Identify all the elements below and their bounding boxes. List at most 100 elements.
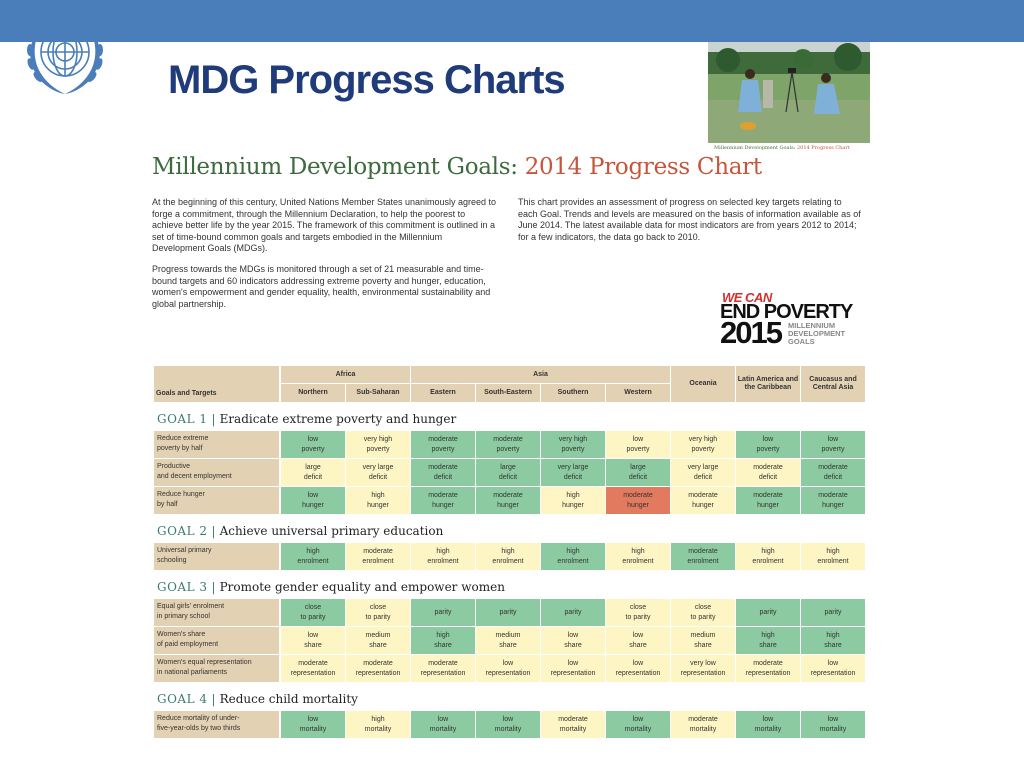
status-cell: high enrolment	[801, 543, 865, 570]
status-cell: low poverty	[736, 431, 800, 458]
status-cell: low mortality	[606, 711, 670, 738]
target-label: Reduce extreme poverty by half	[154, 431, 279, 458]
intro-paragraph-3: This chart provides an assessment of pro…	[518, 197, 861, 242]
status-cell: moderate poverty	[476, 431, 540, 458]
photo-caption-part1: Millennium Development Goals:	[714, 145, 796, 151]
status-cell: low mortality	[476, 711, 540, 738]
status-cell: high hunger	[541, 487, 605, 514]
photo-caption: Millennium Development Goals: 2014 Progr…	[714, 145, 864, 151]
status-cell: low share	[281, 627, 345, 654]
status-cell: very large deficit	[346, 459, 410, 486]
goal-header: GOAL 1 | Eradicate extreme poverty and hun…	[157, 412, 456, 426]
goal-header: GOAL 3 | Promote gender equality and empow…	[157, 580, 505, 594]
goals-targets-header: Goals and Targets	[154, 366, 279, 402]
status-cell: very large deficit	[541, 459, 605, 486]
status-cell: moderate deficit	[411, 459, 475, 486]
status-cell: medium share	[476, 627, 540, 654]
status-cell: close to parity	[606, 599, 670, 626]
status-cell: high share	[411, 627, 475, 654]
status-cell: close to parity	[281, 599, 345, 626]
status-cell: moderate hunger	[736, 487, 800, 514]
goal-header: GOAL 4 | Reduce child mortality	[157, 692, 358, 706]
goal-separator: |	[211, 692, 216, 706]
goal-title: Achieve universal primary education	[219, 524, 444, 538]
mdg-line-1: MILLENNIUM	[788, 321, 836, 330]
region-header: Northern	[281, 384, 345, 402]
document-title-part1: Millennium Development Goals:	[152, 154, 518, 180]
status-cell: low mortality	[736, 711, 800, 738]
status-cell: parity	[411, 599, 475, 626]
status-cell: parity	[541, 599, 605, 626]
status-cell: moderate representation	[281, 655, 345, 682]
region-header: Oceania	[671, 366, 735, 402]
status-cell: large deficit	[606, 459, 670, 486]
status-cell: moderate poverty	[411, 431, 475, 458]
status-cell: large deficit	[281, 459, 345, 486]
status-cell: moderate enrolment	[346, 543, 410, 570]
status-cell: high enrolment	[541, 543, 605, 570]
status-cell: low poverty	[801, 431, 865, 458]
asia-group-header: Asia	[411, 366, 670, 383]
status-cell: very high poverty	[346, 431, 410, 458]
status-cell: low representation	[476, 655, 540, 682]
status-cell: high mortality	[346, 711, 410, 738]
end-poverty-year: 2015	[720, 315, 783, 350]
status-cell: high enrolment	[476, 543, 540, 570]
photo-caption-part2: 2014 Progress Chart	[796, 145, 850, 151]
status-cell: low representation	[801, 655, 865, 682]
status-cell: moderate hunger	[411, 487, 475, 514]
status-cell: moderate hunger	[606, 487, 670, 514]
status-cell: medium share	[671, 627, 735, 654]
target-label: Reduce hunger by half	[154, 487, 279, 514]
goal-header: GOAL 2 | Achieve universal primary educati…	[157, 524, 443, 538]
status-cell: high enrolment	[281, 543, 345, 570]
top-bar	[0, 0, 1024, 42]
mdg-line-3: GOALS	[788, 337, 815, 346]
status-cell: low poverty	[281, 431, 345, 458]
region-header: South-Eastern	[476, 384, 540, 402]
status-cell: moderate mortality	[541, 711, 605, 738]
region-header: Western	[606, 384, 670, 402]
status-cell: moderate deficit	[736, 459, 800, 486]
goal-title: Reduce child mortality	[219, 692, 358, 706]
intro-paragraph-1: At the beginning of this century, United…	[152, 197, 497, 254]
status-cell: parity	[801, 599, 865, 626]
slide-title: MDG Progress Charts	[168, 58, 566, 102]
goal-number: GOAL 4	[157, 692, 208, 706]
target-label: Reduce mortality of under- five-year-old…	[154, 711, 279, 738]
intro-paragraph-2: Progress towards the MDGs is monitored t…	[152, 264, 491, 309]
status-cell: very high poverty	[671, 431, 735, 458]
document-title-part2: 2014 Progress Chart	[524, 154, 762, 180]
status-cell: low hunger	[281, 487, 345, 514]
target-label: Women's equal representation in national…	[154, 655, 279, 682]
status-cell: moderate representation	[736, 655, 800, 682]
status-cell: moderate enrolment	[671, 543, 735, 570]
africa-group-header: Africa	[281, 366, 410, 383]
status-cell: low mortality	[281, 711, 345, 738]
status-cell: low poverty	[606, 431, 670, 458]
status-cell: high hunger	[346, 487, 410, 514]
field-photo	[708, 42, 870, 143]
status-cell: moderate hunger	[671, 487, 735, 514]
status-cell: close to parity	[346, 599, 410, 626]
region-header: Caucasus and Central Asia	[801, 366, 865, 402]
end-poverty-logo: WE CAN END POVERTY 2015 MILLENNIUM DEVEL…	[720, 290, 865, 352]
status-cell: low mortality	[411, 711, 475, 738]
status-cell: high enrolment	[411, 543, 475, 570]
goal-separator: |	[211, 580, 216, 594]
status-cell: high share	[736, 627, 800, 654]
end-poverty-tagline: WE CAN	[722, 290, 772, 305]
status-cell: moderate representation	[411, 655, 475, 682]
status-cell: high share	[801, 627, 865, 654]
goal-separator: |	[211, 524, 216, 538]
status-cell: high enrolment	[606, 543, 670, 570]
document-title: Millennium Development Goals: 2014 Progr…	[152, 154, 762, 180]
status-cell: moderate hunger	[801, 487, 865, 514]
end-poverty-heading: END POVERTY	[720, 301, 853, 323]
end-poverty-mdg: MILLENNIUM DEVELOPMENT GOALS	[788, 322, 845, 346]
goal-number: GOAL 3	[157, 580, 208, 594]
status-cell: large deficit	[476, 459, 540, 486]
region-header: Eastern	[411, 384, 475, 402]
status-cell: parity	[476, 599, 540, 626]
status-cell: parity	[736, 599, 800, 626]
